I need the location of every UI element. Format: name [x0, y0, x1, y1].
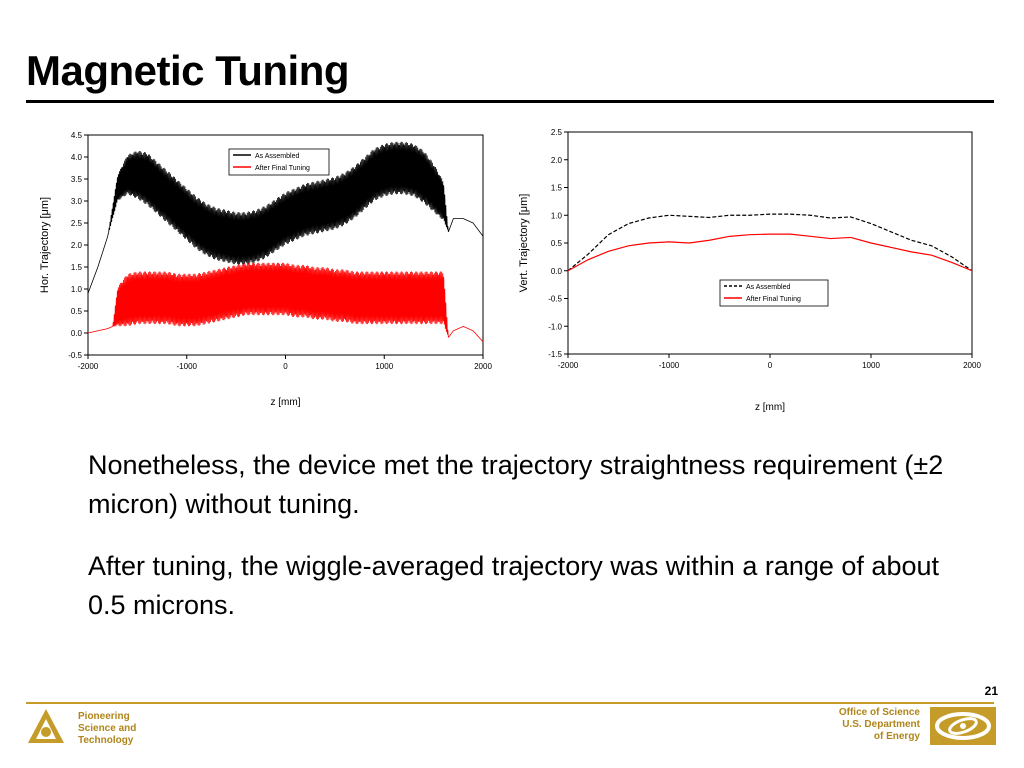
- body-paragraph-2: After tuning, the wiggle-averaged trajec…: [88, 551, 939, 620]
- x-tick-label: 0: [283, 362, 288, 371]
- x-tick-label: 0: [768, 361, 773, 370]
- footer-tagline-line: Pioneering: [78, 711, 130, 722]
- legend-label: As Assembled: [746, 284, 790, 291]
- x-tick-label: -1000: [177, 362, 198, 371]
- y-tick-label: 0.0: [551, 267, 563, 276]
- x-tick-label: 2000: [963, 361, 981, 370]
- y-tick-label: -1.5: [548, 350, 562, 359]
- y-tick-label: 1.5: [71, 263, 83, 272]
- footer-office: Office of Science U.S. Department of Ene…: [839, 707, 920, 743]
- x-tick-label: -1000: [659, 361, 680, 370]
- y-tick-label: 0.5: [71, 307, 83, 316]
- argonne-triangle-logo-icon: [28, 709, 64, 743]
- x-tick-label: -2000: [78, 362, 99, 371]
- y-tick-label: 1.0: [71, 285, 83, 294]
- plot-frame: [567, 131, 973, 355]
- legend-label: As Assembled: [255, 153, 299, 160]
- y-tick-label: 2.5: [551, 128, 563, 137]
- y-tick-label: 1.0: [551, 211, 563, 220]
- y-tick-label: 4.5: [71, 131, 83, 140]
- y-tick-label: 3.0: [71, 197, 83, 206]
- page-number: 21: [984, 684, 998, 698]
- footer-office-line: U.S. Department: [842, 719, 920, 730]
- y-tick-label: 2.5: [71, 219, 83, 228]
- footer-office-line: of Energy: [873, 731, 920, 742]
- series-line: [567, 213, 973, 272]
- x-tick-label: -2000: [558, 361, 579, 370]
- x-axis-label: z [mm]: [271, 397, 301, 408]
- x-tick-label: 2000: [474, 362, 492, 371]
- x-tick-label: 1000: [375, 362, 393, 371]
- y-tick-label: 2.0: [71, 241, 83, 250]
- x-axis-label: z [mm]: [755, 402, 785, 413]
- series-line: [87, 262, 484, 343]
- legend-label: After Final Tuning: [255, 165, 310, 172]
- y-tick-label: 1.5: [551, 184, 563, 193]
- footer-tagline-line: Science and: [78, 723, 137, 734]
- y-tick-label: 4.0: [71, 153, 83, 162]
- y-tick-label: 3.5: [71, 175, 83, 184]
- y-axis-label: Vert. Trajectory [μm]: [518, 194, 530, 293]
- title-divider: [26, 100, 994, 103]
- footer-office-line: Office of Science: [838, 707, 920, 718]
- y-axis-label: Hor. Trajectory [μm]: [39, 197, 51, 293]
- series-line: [87, 141, 484, 294]
- x-tick-label: 1000: [862, 361, 880, 370]
- y-tick-label: 0.0: [71, 329, 83, 338]
- horizontal-trajectory-chart: -0.5 0.0 0.5 1.0 1.5 2.0 2.5 3.0 3.5 4.0 4.5 -2000 -…: [39, 131, 492, 408]
- legend-label: After Final Tuning: [746, 296, 801, 303]
- y-tick-label: -0.5: [548, 295, 562, 304]
- vertical-trajectory-chart: -1.5 -1.0 -0.5 0.0 0.5 1.0 1.5 2.0 2.5 -2000 -1000…: [518, 128, 981, 413]
- y-tick-label: 2.0: [551, 156, 563, 165]
- legend-box: [228, 148, 330, 176]
- y-tick-label: 0.5: [551, 239, 563, 248]
- series-line: [567, 233, 973, 272]
- legend-box: [719, 279, 829, 307]
- body-paragraph-1: Nonetheless, the device met the trajecto…: [88, 450, 944, 519]
- doe-swirl-logo-icon: [930, 707, 996, 745]
- footer-divider: [26, 702, 994, 704]
- slide-title: Magnetic Tuning: [26, 47, 350, 94]
- y-tick-label: -0.5: [68, 351, 82, 360]
- footer-tagline-line: Technology: [78, 735, 134, 746]
- footer-tagline: Pioneering Science and Technology: [78, 711, 136, 747]
- y-tick-label: -1.0: [548, 322, 562, 331]
